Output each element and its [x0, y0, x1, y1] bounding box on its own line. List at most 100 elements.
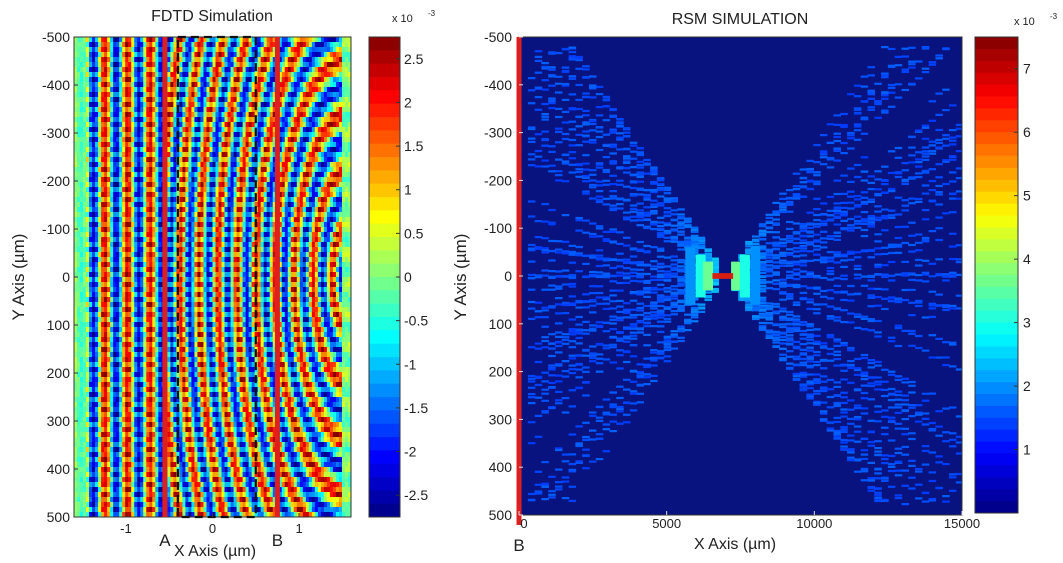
field-cell: [215, 267, 219, 273]
field-cell: [83, 212, 87, 218]
field-cell: [239, 77, 244, 83]
field-cell: [215, 42, 219, 48]
field-cell: [116, 77, 120, 83]
field-cell: [185, 247, 189, 253]
field-cell: [86, 307, 90, 313]
field-cell: [314, 292, 319, 298]
field-cell: [101, 132, 105, 138]
field-cell: [80, 192, 84, 198]
field-cell: [239, 212, 244, 218]
field-cell: [326, 172, 331, 178]
field-cell: [197, 272, 201, 278]
field-cell: [95, 157, 99, 163]
field-cell: [305, 77, 310, 83]
field-cell: [146, 247, 150, 253]
field-cell: [320, 167, 325, 173]
field-cell: [242, 157, 247, 163]
field-cell: [248, 147, 253, 153]
field-cell: [131, 227, 135, 233]
field-cell: [260, 152, 265, 158]
field-cell: [209, 172, 213, 178]
field-cell: [257, 212, 262, 218]
field-cell: [326, 137, 331, 143]
field-cell: [152, 252, 156, 258]
field-cell: [134, 62, 138, 68]
field-cell: [155, 147, 159, 153]
field-cell: [122, 177, 126, 183]
field-cell: [236, 177, 240, 183]
field-cell: [74, 307, 78, 313]
field-cell: [110, 187, 114, 193]
field-cell: [281, 77, 286, 83]
field-cell: [113, 207, 117, 213]
field-cell: [332, 82, 337, 88]
field-cell: [218, 92, 222, 98]
field-cell: [83, 237, 87, 243]
field-cell: [326, 127, 331, 133]
field-cell: [311, 292, 316, 298]
field-cell: [170, 182, 174, 188]
field-cell: [116, 92, 120, 98]
field-cell: [236, 302, 240, 308]
field-cell: [107, 122, 111, 128]
field-cell: [335, 102, 340, 108]
field-cell: [263, 52, 268, 58]
field-cell: [224, 77, 228, 83]
field-cell: [215, 67, 219, 73]
field-cell: [272, 207, 277, 213]
field-cell: [242, 122, 247, 128]
field-cell: [104, 212, 108, 218]
field-cell: [221, 282, 225, 288]
field-cell: [221, 197, 225, 203]
field-cell: [311, 47, 316, 53]
field-cell: [299, 242, 304, 248]
field-cell: [323, 202, 328, 208]
field-cell: [221, 242, 225, 248]
field-cell: [209, 137, 213, 143]
field-cell: [347, 127, 351, 133]
field-cell: [344, 222, 349, 228]
field-cell: [197, 202, 201, 208]
field-cell: [341, 167, 346, 173]
field-cell: [209, 52, 213, 58]
field-cell: [272, 147, 277, 153]
field-cell: [176, 167, 180, 173]
field-cell: [281, 217, 286, 223]
field-cell: [266, 77, 271, 83]
field-cell: [107, 207, 111, 213]
field-cell: [338, 162, 343, 168]
field-cell: [242, 102, 247, 108]
field-cell: [347, 122, 351, 128]
field-cell: [197, 177, 201, 183]
field-cell: [104, 82, 108, 88]
field-cell: [128, 257, 132, 263]
field-cell: [206, 202, 210, 208]
field-cell: [152, 97, 156, 103]
field-cell: [317, 207, 322, 213]
field-cell: [191, 172, 195, 178]
field-cell: [344, 102, 349, 108]
field-cell: [122, 307, 126, 313]
field-cell: [134, 142, 138, 148]
field-cell: [101, 87, 105, 93]
field-cell: [182, 292, 186, 298]
field-cell: [191, 177, 195, 183]
field-cell: [158, 132, 162, 138]
field-cell: [95, 232, 99, 238]
field-cell: [236, 82, 240, 88]
field-cell: [215, 37, 219, 43]
field-cell: [233, 197, 237, 203]
field-cell: [347, 112, 351, 118]
field-cell: [230, 277, 234, 283]
field-cell: [134, 307, 138, 313]
field-cell: [296, 82, 301, 88]
field-cell: [77, 57, 81, 63]
field-cell: [125, 117, 129, 123]
field-cell: [140, 132, 144, 138]
field-cell: [179, 62, 183, 68]
field-cell: [269, 217, 274, 223]
field-cell: [341, 72, 346, 78]
field-cell: [218, 177, 222, 183]
field-cell: [233, 52, 237, 58]
field-cell: [266, 42, 271, 48]
